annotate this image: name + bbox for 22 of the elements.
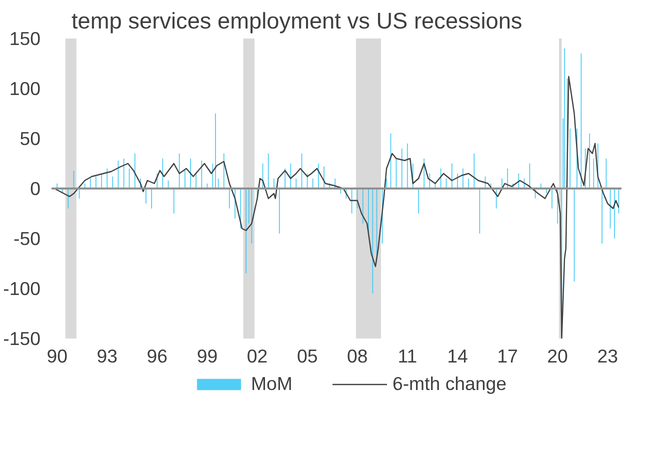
y-tick-label: -100 <box>3 278 41 299</box>
y-tick-label: -50 <box>14 228 41 249</box>
x-tick-label: 23 <box>597 346 618 366</box>
x-tick-label: 05 <box>296 346 318 366</box>
x-tick-label: 02 <box>246 346 268 366</box>
y-tick-label: -150 <box>3 328 41 349</box>
x-tick-label: 17 <box>497 346 518 366</box>
x-tick-label: 90 <box>46 346 68 366</box>
x-tick-label: 14 <box>447 346 468 366</box>
x-tick-label: 96 <box>146 346 168 366</box>
x-tick-label: 20 <box>547 346 568 366</box>
y-tick-label: 150 <box>9 28 41 49</box>
x-tick-label: 93 <box>96 346 118 366</box>
x-tick-label: 11 <box>398 346 418 366</box>
x-tick-label: 08 <box>346 346 368 366</box>
y-tick-label: 100 <box>9 78 41 99</box>
legend-label: MoM <box>251 373 292 395</box>
legend-label: 6-mth change <box>392 373 507 395</box>
chart-title: temp services employment vs US recessions <box>72 8 522 34</box>
x-tick-label: 99 <box>196 346 218 366</box>
y-tick-label: 50 <box>20 128 41 149</box>
y-tick-label: 0 <box>30 178 41 199</box>
